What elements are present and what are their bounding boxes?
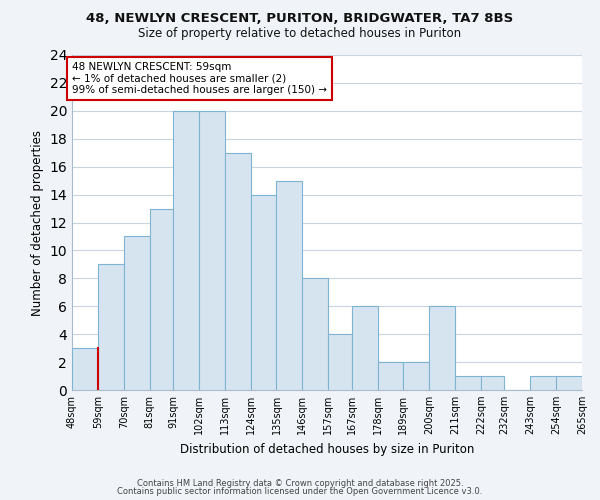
- Bar: [225, 152, 251, 390]
- Y-axis label: Number of detached properties: Number of detached properties: [31, 130, 44, 316]
- Bar: [352, 306, 377, 390]
- Bar: [72, 348, 98, 390]
- Bar: [530, 376, 556, 390]
- Bar: [377, 362, 403, 390]
- Bar: [481, 376, 505, 390]
- X-axis label: Distribution of detached houses by size in Puriton: Distribution of detached houses by size …: [180, 442, 474, 456]
- Bar: [455, 376, 481, 390]
- Bar: [98, 264, 124, 390]
- Bar: [277, 180, 302, 390]
- Text: Contains HM Land Registry data © Crown copyright and database right 2025.: Contains HM Land Registry data © Crown c…: [137, 478, 463, 488]
- Text: 48 NEWLYN CRESCENT: 59sqm
← 1% of detached houses are smaller (2)
99% of semi-de: 48 NEWLYN CRESCENT: 59sqm ← 1% of detach…: [72, 62, 327, 95]
- Bar: [328, 334, 352, 390]
- Bar: [199, 111, 225, 390]
- Bar: [429, 306, 455, 390]
- Bar: [149, 208, 173, 390]
- Text: Size of property relative to detached houses in Puriton: Size of property relative to detached ho…: [139, 28, 461, 40]
- Text: 48, NEWLYN CRESCENT, PURITON, BRIDGWATER, TA7 8BS: 48, NEWLYN CRESCENT, PURITON, BRIDGWATER…: [86, 12, 514, 26]
- Bar: [302, 278, 328, 390]
- Bar: [173, 111, 199, 390]
- Bar: [124, 236, 149, 390]
- Text: Contains public sector information licensed under the Open Government Licence v3: Contains public sector information licen…: [118, 487, 482, 496]
- Bar: [403, 362, 429, 390]
- Bar: [251, 194, 277, 390]
- Bar: [556, 376, 582, 390]
